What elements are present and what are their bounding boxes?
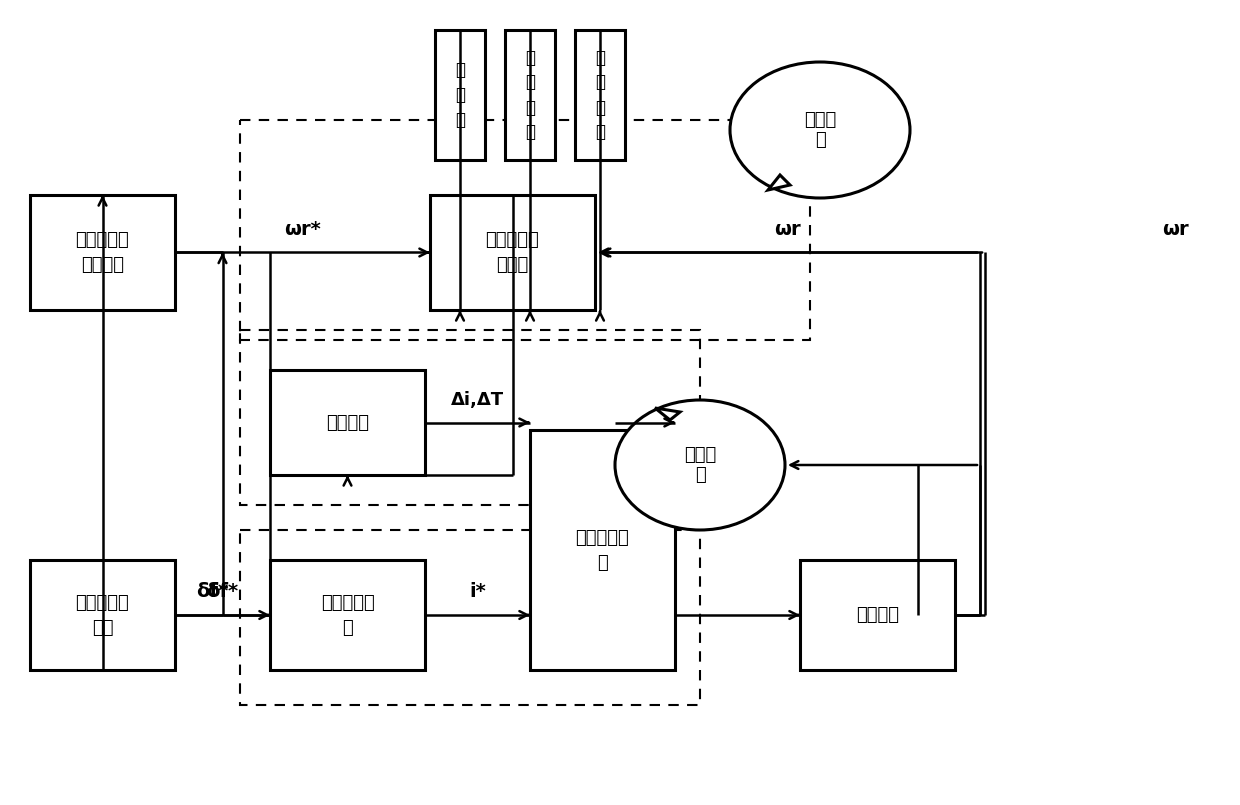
Bar <box>241 330 701 505</box>
Bar <box>30 195 175 310</box>
Bar <box>505 30 556 160</box>
Text: Δi,ΔT: Δi,ΔT <box>451 390 505 408</box>
Polygon shape <box>655 408 680 420</box>
Ellipse shape <box>730 62 910 198</box>
Text: ωr: ωr <box>774 220 801 238</box>
Text: 逆向理想模
型: 逆向理想模 型 <box>321 593 374 637</box>
Bar <box>270 560 425 670</box>
Ellipse shape <box>615 400 785 530</box>
Bar <box>241 530 701 705</box>
Text: 前轮转向总
成: 前轮转向总 成 <box>575 529 630 572</box>
Bar <box>529 430 675 670</box>
Polygon shape <box>768 175 790 190</box>
Bar <box>270 370 425 475</box>
Text: ωr*: ωr* <box>284 220 321 238</box>
Text: 机
械
摩
擦: 机 械 摩 擦 <box>595 48 605 142</box>
Bar <box>241 120 810 340</box>
Text: δf*: δf* <box>206 582 238 601</box>
Text: 补偿输
入: 补偿输 入 <box>684 446 717 485</box>
Text: δf*: δf* <box>196 582 228 601</box>
Text: i*: i* <box>469 582 486 601</box>
Text: ωr: ωr <box>1162 220 1188 238</box>
Text: 鲁棒控
制: 鲁棒控 制 <box>804 110 836 150</box>
Bar <box>430 195 595 310</box>
Text: 补偿模型: 补偿模型 <box>326 414 370 431</box>
Bar <box>575 30 625 160</box>
Text: 转向盘总成
模型: 转向盘总成 模型 <box>76 593 129 637</box>
Bar <box>800 560 955 670</box>
Bar <box>435 30 485 160</box>
Text: 外
界
干
扰: 外 界 干 扰 <box>525 48 534 142</box>
Text: 整车模型: 整车模型 <box>856 606 899 624</box>
Bar <box>30 560 175 670</box>
Text: 侧
向
风: 侧 向 风 <box>455 61 465 129</box>
Text: 理想横摆角
速度模型: 理想横摆角 速度模型 <box>76 231 129 274</box>
Text: 横摆角速度
控制器: 横摆角速度 控制器 <box>486 231 539 274</box>
